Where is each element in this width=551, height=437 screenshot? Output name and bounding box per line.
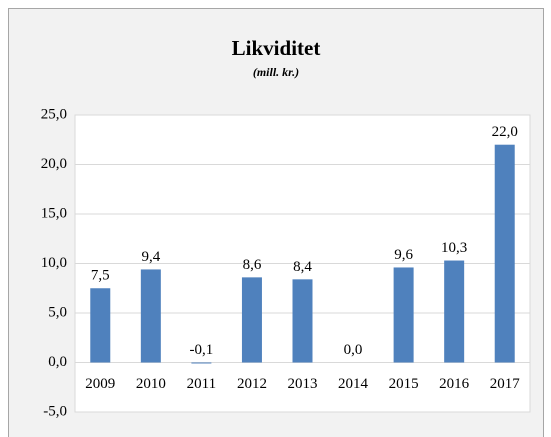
y-tick-label: 5,0 (48, 304, 67, 320)
x-tick-label: 2013 (288, 376, 318, 392)
data-label: 9,6 (394, 247, 413, 263)
x-tick-label: 2012 (237, 376, 267, 392)
x-tick-label: 2016 (439, 376, 470, 392)
bar (140, 269, 161, 363)
bar (191, 362, 212, 364)
bar (444, 260, 465, 363)
y-tick-label: 25,0 (41, 106, 67, 122)
data-label: 10,3 (441, 240, 467, 256)
data-label: -0,1 (190, 342, 214, 358)
x-tick-label: 2015 (389, 376, 419, 392)
data-label: 22,0 (492, 124, 518, 140)
y-tick-label: 20,0 (41, 156, 67, 172)
y-tick-label: 15,0 (41, 205, 67, 221)
data-label: 0,0 (344, 342, 363, 358)
y-tick-label: 0,0 (48, 354, 67, 370)
bar (241, 277, 262, 363)
data-label: 8,6 (243, 257, 262, 273)
data-label: 9,4 (141, 249, 160, 265)
chart-subtitle: (mill. kr.) (253, 65, 299, 79)
data-label: 8,4 (293, 259, 312, 275)
y-tick-label: 10,0 (41, 255, 67, 271)
bar (494, 144, 515, 363)
bar (90, 288, 111, 363)
x-tick-label: 2017 (490, 376, 521, 392)
chart-title: Likviditet (232, 36, 321, 60)
bar (393, 267, 414, 363)
x-tick-label: 2011 (187, 376, 216, 392)
data-label: 7,5 (91, 268, 110, 284)
y-tick-label: -5,0 (43, 403, 67, 419)
x-tick-label: 2009 (85, 376, 115, 392)
bar (292, 279, 313, 363)
x-tick-label: 2014 (338, 376, 369, 392)
x-tick-label: 2010 (136, 376, 166, 392)
